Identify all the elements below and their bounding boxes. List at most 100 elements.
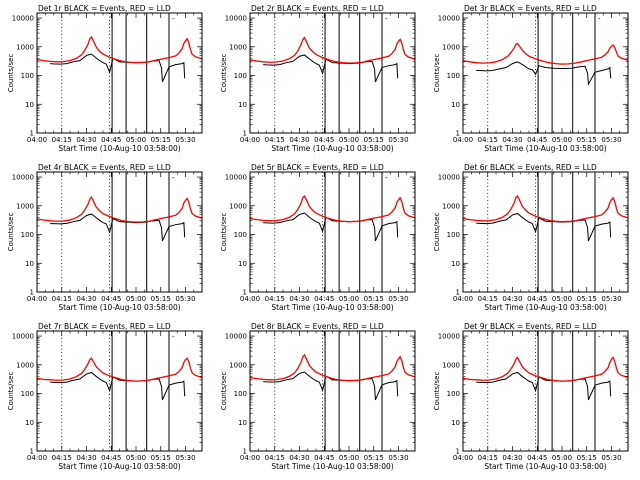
y-tick-label: 10000 xyxy=(438,333,460,341)
x-tick-label: 04:15 xyxy=(265,295,285,303)
x-tick-label: 04:30 xyxy=(76,295,96,303)
x-axis-label: Start Time (10-Aug-10 03:58:00) xyxy=(271,144,393,153)
legend-mark: - xyxy=(385,333,388,341)
legend-mark: - xyxy=(172,174,175,182)
x-tick-label: 04:30 xyxy=(289,136,309,144)
x-tick-label: 05:00 xyxy=(552,454,572,462)
lld-series-line xyxy=(37,195,202,223)
y-axis-label: Counts/sec xyxy=(7,54,15,93)
y-tick-label: 1 xyxy=(456,289,460,297)
y-tick-label: 10000 xyxy=(225,174,247,182)
x-tick-label: 05:30 xyxy=(175,136,195,144)
plot-frame xyxy=(462,330,629,452)
y-axis-label: Counts/sec xyxy=(220,54,228,93)
x-tick-label: 04:00 xyxy=(240,295,260,303)
x-tick-label: 05:00 xyxy=(126,454,146,462)
x-tick-label: 05:30 xyxy=(388,136,408,144)
y-tick-label: 100 xyxy=(447,231,460,239)
x-tick-label: 05:15 xyxy=(577,295,597,303)
y-tick-label: 10 xyxy=(238,260,247,268)
x-tick-label: 04:00 xyxy=(27,295,47,303)
x-tick-label: 05:00 xyxy=(126,295,146,303)
detector-panel-8: Det 8r BLACK = Events, RED = LLD- 1 10 100 1… xyxy=(220,322,416,471)
y-tick-label: 10000 xyxy=(12,174,34,182)
y-axis-label: Counts/sec xyxy=(433,372,441,411)
x-axis-label: Start Time (10-Aug-10 03:58:00) xyxy=(271,303,393,312)
x-tick-label: 04:30 xyxy=(502,295,522,303)
x-tick-label: 04:30 xyxy=(289,295,309,303)
y-tick-label: 1000 xyxy=(16,361,34,369)
x-tick-label: 04:15 xyxy=(52,454,72,462)
y-tick-label: 1000 xyxy=(442,361,460,369)
y-tick-label: 10000 xyxy=(225,333,247,341)
y-tick-label: 1 xyxy=(30,289,34,297)
x-tick-label: 04:00 xyxy=(453,136,473,144)
legend-mark: - xyxy=(598,15,601,23)
y-tick-label: 1000 xyxy=(442,202,460,210)
x-tick-label: 05:30 xyxy=(388,454,408,462)
panel-title: Det 7r BLACK = Events, RED = LLD xyxy=(38,322,171,331)
detector-panel-4: Det 4r BLACK = Events, RED = LLD- 1 10 100 1… xyxy=(7,163,203,312)
x-tick-label: 04:00 xyxy=(240,136,260,144)
plot-frame xyxy=(462,171,629,293)
y-tick-label: 10000 xyxy=(225,15,247,23)
x-tick-label: 04:30 xyxy=(76,136,96,144)
plot-frame xyxy=(462,12,629,134)
x-tick-label: 04:30 xyxy=(76,454,96,462)
y-tick-label: 10 xyxy=(451,419,460,427)
x-tick-label: 05:15 xyxy=(364,136,384,144)
x-tick-label: 05:30 xyxy=(388,295,408,303)
panel-title: Det 4r BLACK = Events, RED = LLD xyxy=(38,163,171,172)
events-series-line xyxy=(50,213,186,242)
x-axis-label: Start Time (10-Aug-10 03:58:00) xyxy=(271,462,393,471)
y-axis-label: Counts/sec xyxy=(433,54,441,93)
x-tick-label: 04:00 xyxy=(27,454,47,462)
plot-frame xyxy=(36,171,203,293)
x-tick-label: 05:15 xyxy=(151,295,171,303)
legend-mark: - xyxy=(385,174,388,182)
lld-series-line xyxy=(250,36,415,64)
y-tick-label: 1000 xyxy=(16,43,34,51)
panel-title: Det 8r BLACK = Events, RED = LLD xyxy=(251,322,384,331)
y-tick-label: 1000 xyxy=(442,43,460,51)
events-series-line xyxy=(476,61,612,86)
y-tick-label: 10 xyxy=(25,419,34,427)
y-tick-label: 100 xyxy=(21,72,34,80)
x-axis-label: Start Time (10-Aug-10 03:58:00) xyxy=(58,303,180,312)
legend-mark: - xyxy=(598,333,601,341)
x-tick-label: 05:15 xyxy=(151,454,171,462)
x-axis-label: Start Time (10-Aug-10 03:58:00) xyxy=(484,303,606,312)
detector-panel-6: Det 6r BLACK = Events, RED = LLD- 1 10 100 1… xyxy=(433,163,629,312)
y-tick-label: 100 xyxy=(447,72,460,80)
y-tick-label: 1 xyxy=(30,448,34,456)
x-tick-label: 04:00 xyxy=(453,295,473,303)
x-tick-label: 04:00 xyxy=(240,454,260,462)
y-tick-label: 1 xyxy=(243,130,247,138)
x-axis-label: Start Time (10-Aug-10 03:58:00) xyxy=(58,462,180,471)
x-axis-label: Start Time (10-Aug-10 03:58:00) xyxy=(484,462,606,471)
x-tick-label: 04:15 xyxy=(478,454,498,462)
plot-frame xyxy=(36,12,203,134)
x-tick-label: 04:45 xyxy=(527,454,547,462)
y-tick-label: 1 xyxy=(456,130,460,138)
legend-mark: - xyxy=(172,333,175,341)
y-tick-label: 100 xyxy=(234,390,247,398)
y-tick-label: 1 xyxy=(243,448,247,456)
x-tick-label: 04:00 xyxy=(453,454,473,462)
y-tick-label: 10 xyxy=(238,419,247,427)
y-tick-label: 1 xyxy=(30,130,34,138)
plot-frame xyxy=(249,171,416,293)
x-tick-label: 05:00 xyxy=(339,454,359,462)
y-tick-label: 100 xyxy=(21,231,34,239)
lld-series-line xyxy=(250,194,415,223)
plot-frame xyxy=(249,330,416,452)
lld-series-line xyxy=(463,356,628,382)
x-tick-label: 04:30 xyxy=(502,136,522,144)
lld-series-line xyxy=(250,353,415,382)
x-tick-label: 04:15 xyxy=(52,136,72,144)
y-tick-label: 100 xyxy=(234,231,247,239)
y-tick-label: 100 xyxy=(21,390,34,398)
y-axis-label: Counts/sec xyxy=(433,213,441,252)
detector-panel-3: Det 3r BLACK = Events, RED = LLD- 1 10 100 1… xyxy=(433,4,629,153)
